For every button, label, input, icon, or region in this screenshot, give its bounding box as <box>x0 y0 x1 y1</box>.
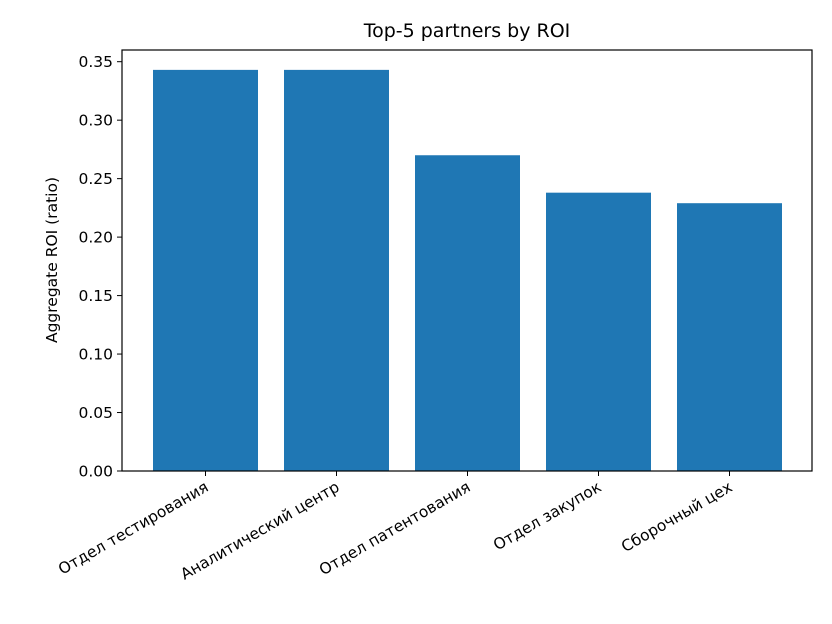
y-tick-label: 0.00 <box>78 463 113 481</box>
bar-5 <box>677 203 782 472</box>
y-tick-label: 0.05 <box>78 404 113 422</box>
bar-4 <box>546 192 651 471</box>
y-tick-label: 0.30 <box>78 112 113 130</box>
y-axis-label: Aggregate ROI (ratio) <box>43 177 61 343</box>
chart-title: Top-5 partners by ROI <box>363 20 571 42</box>
y-tick-label: 0.10 <box>78 346 113 364</box>
bar-1 <box>153 69 258 471</box>
plot-frame <box>121 49 813 472</box>
bars-group <box>153 69 782 472</box>
y-tick-label: 0.35 <box>78 53 113 71</box>
y-tick-label: 0.20 <box>78 229 113 247</box>
bar-3 <box>415 155 520 471</box>
y-ticks-group: 0.00 0.05 0.10 0.15 0.20 0.25 0.30 0.35 <box>78 53 122 481</box>
y-tick-label: 0.15 <box>78 287 113 305</box>
y-tick-label: 0.25 <box>78 170 113 188</box>
bar-2 <box>284 69 389 471</box>
